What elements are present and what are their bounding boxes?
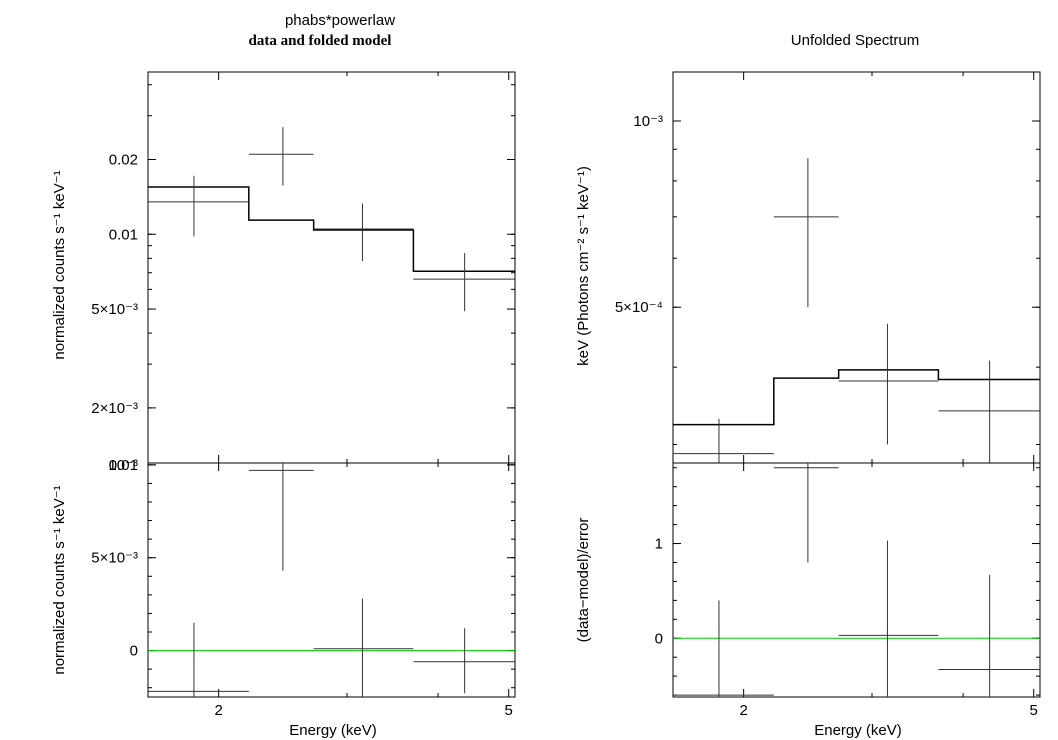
data-point [773,158,839,308]
y-tick-label: 5×10⁻⁴ [615,299,663,316]
y-tick-label: 0 [655,630,663,647]
plot-frame-3 [672,71,1041,464]
data-point [313,598,414,697]
top-left-ylabel: normalized counts s⁻¹ keV⁻¹ [51,170,68,359]
y-tick-label: 10⁻³ [108,457,138,474]
data-point [313,203,414,262]
left-chart-subtitle: data and folded model [249,33,392,49]
y-tick-label: 0 [130,643,138,660]
bottom-left-ylabel: normalized counts s⁻¹ keV⁻¹ [51,485,68,674]
data-point [148,175,249,237]
top-right-ylabel: keV (Photons cm⁻² s⁻¹ keV⁻¹) [575,166,592,366]
data-point [673,418,774,463]
y-tick-label: 0.01 [109,226,138,243]
right-chart-title: Unfolded Spectrum [791,32,919,49]
plot-frame-1 [147,71,516,464]
plot-frame-2 [147,462,516,698]
left-chart-title: phabs*powerlaw [285,12,395,29]
plot-frame-4 [672,462,1041,698]
model-step-line [673,369,1040,426]
data-point [413,253,515,312]
y-tick-label: 0.01 [109,457,138,474]
x-tick-label: 2 [739,702,747,719]
data-point [673,600,774,697]
bottom-right-xlabel: Energy (keV) [814,722,902,739]
bottom-right-ylabel: (data−model)/error [575,518,592,643]
data-point [148,622,249,697]
bottom-left-xlabel: Energy (keV) [289,722,377,739]
data-point [248,463,314,571]
y-tick-label: 5×10⁻³ [91,301,138,318]
y-tick-label: 5×10⁻³ [91,550,138,567]
data-point [773,463,839,563]
y-tick-label: 2×10⁻³ [91,400,138,417]
y-tick-label: 10⁻³ [633,113,663,130]
y-tick-label: 0.02 [109,151,138,168]
data-point [938,360,1040,463]
x-tick-label: 5 [505,702,513,719]
model-step-line [148,186,515,272]
x-tick-label: 2 [214,702,222,719]
data-point [838,323,939,445]
x-tick-label: 5 [1030,702,1038,719]
data-point [938,574,1040,697]
data-point [838,540,939,697]
y-tick-label: 1 [655,536,663,553]
data-point [248,127,314,186]
data-point [413,628,515,694]
